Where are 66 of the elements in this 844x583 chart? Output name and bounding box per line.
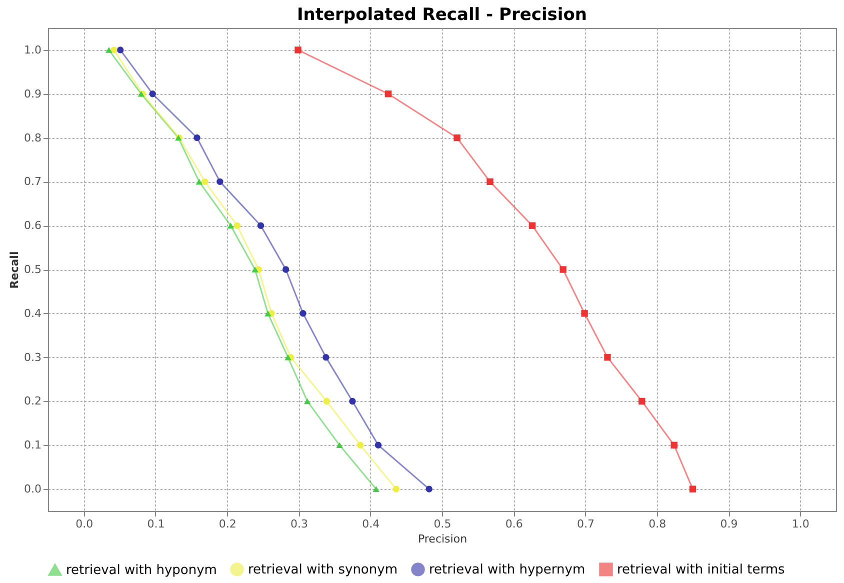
legend-label: retrieval with hypernym — [429, 562, 586, 578]
point — [304, 398, 311, 404]
point — [149, 90, 156, 98]
point — [384, 90, 392, 98]
point — [264, 310, 272, 316]
point — [392, 486, 400, 492]
x-tick-label: 0.2 — [218, 518, 236, 530]
x-tick-label: 0.4 — [362, 518, 380, 530]
point — [202, 178, 208, 186]
y-tick-label: 0.6 — [24, 219, 42, 232]
point — [689, 486, 696, 492]
point — [322, 354, 330, 361]
point — [638, 398, 646, 405]
x-tick-label: 0.5 — [434, 518, 452, 530]
x-tick-label: 0.8 — [648, 518, 666, 530]
point — [581, 310, 588, 317]
point — [372, 486, 380, 492]
point — [323, 398, 330, 405]
legend-label: retrieval with synonym — [248, 562, 398, 578]
point — [117, 46, 124, 54]
point — [216, 178, 224, 186]
x-tick-label: 1.0 — [792, 518, 810, 530]
point — [110, 46, 118, 54]
point — [454, 134, 460, 142]
y-tick-label: 0.1 — [24, 438, 42, 452]
point — [106, 47, 112, 53]
y-tick-label: 0.2 — [24, 394, 42, 408]
x-tick-label: 0.6 — [505, 518, 523, 530]
y-tick-label: 1.0 — [24, 43, 42, 56]
point — [282, 266, 290, 273]
x-tick-label: 0.3 — [290, 518, 308, 530]
point — [356, 442, 364, 448]
x-tick-label: 0.7 — [577, 518, 595, 530]
x-tick-label: 0.1 — [147, 518, 165, 530]
y-tick-label: 0.5 — [24, 263, 42, 276]
point — [336, 442, 343, 448]
y-axis-title: Recall — [8, 251, 22, 289]
point — [196, 178, 203, 185]
chart-title: Interpolated Recall - Precision — [296, 5, 588, 25]
point — [284, 354, 292, 360]
point — [349, 398, 356, 405]
point — [194, 134, 200, 142]
point — [257, 222, 264, 229]
point — [374, 442, 382, 448]
point — [528, 222, 536, 229]
y-tick-label: 0.9 — [24, 87, 42, 100]
y-tick-label: 0.8 — [24, 131, 42, 144]
x-axis-title: Precision — [418, 532, 468, 546]
point — [252, 266, 258, 272]
point — [234, 222, 240, 229]
point — [670, 442, 678, 448]
legend-label: retrieval with initial terms — [617, 562, 785, 578]
point — [604, 354, 611, 361]
y-tick-label: 0.0 — [24, 482, 42, 496]
point — [227, 222, 234, 228]
y-tick-label: 0.7 — [24, 175, 42, 188]
y-tick-label: 0.4 — [24, 306, 42, 320]
x-tick-label: 0.9 — [720, 518, 738, 530]
point — [300, 310, 306, 317]
y-tick-label: 0.3 — [24, 350, 42, 364]
point — [426, 486, 432, 492]
point — [560, 266, 566, 273]
point — [294, 46, 302, 54]
point — [486, 178, 494, 186]
x-tick-label: 0.0 — [76, 518, 94, 530]
legend-label: retrieval with hyponym — [66, 562, 217, 578]
